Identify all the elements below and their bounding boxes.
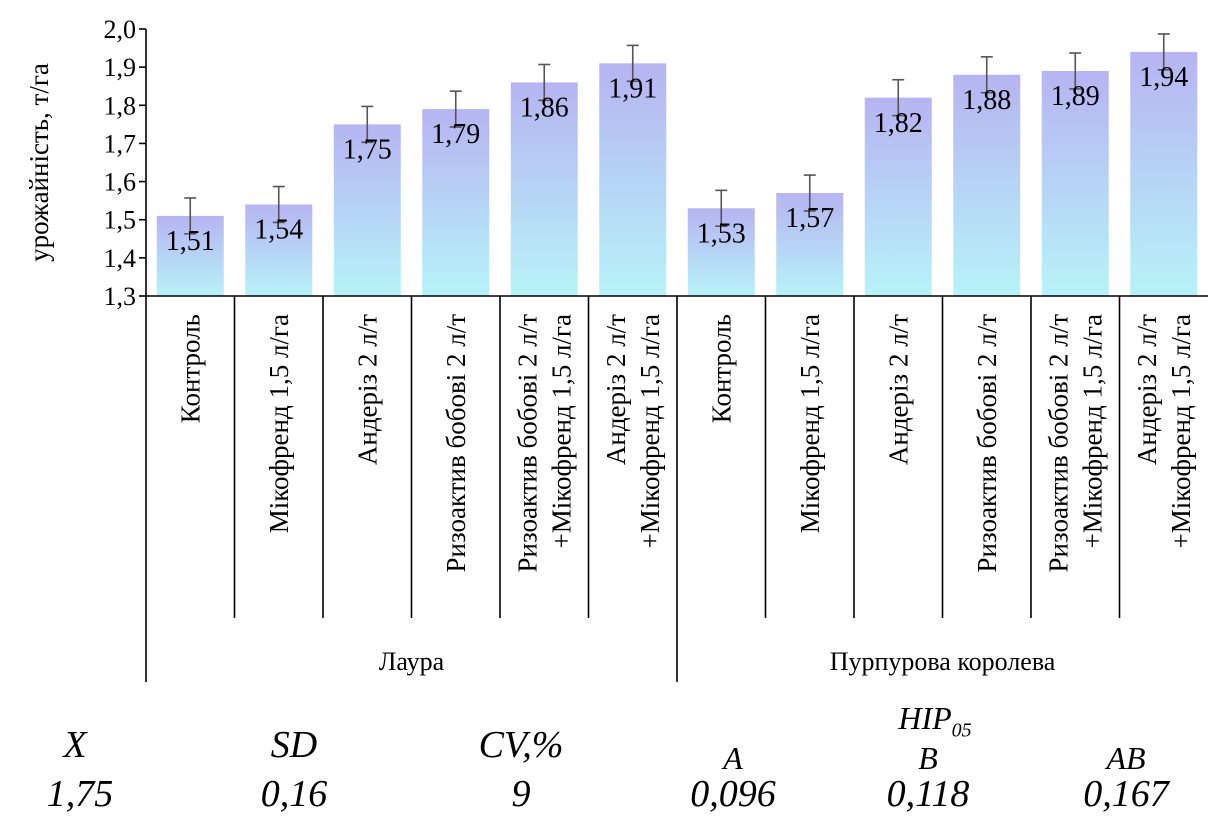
bar: [510, 82, 578, 297]
y-tick-label: 1,3: [104, 282, 137, 311]
x-tick-label: +Мікофренд 1,5 л/га: [546, 314, 576, 548]
data-label: 1,86: [520, 93, 569, 124]
x-tick-label: +Мікофренд 1,5 л/га: [1166, 314, 1196, 548]
x-tick-label: Контроль: [175, 314, 205, 423]
data-label: 1,51: [166, 226, 215, 257]
x-tick-label: Ризоактив бобові 2 л/т: [441, 314, 471, 573]
y-tick-label: 1,4: [104, 244, 137, 273]
x-tick-label: +Мікофренд 1,5 л/га: [635, 314, 665, 548]
mean-label: X: [63, 724, 87, 766]
statistics-summary: X SD CV,% HIP05 A B AB 1,75 0,16 9 0,096…: [0, 700, 1208, 820]
data-label: 1,82: [874, 108, 923, 139]
x-tick-label: Контроль: [706, 314, 736, 423]
data-label: 1,88: [962, 85, 1011, 116]
group-label: Лаура: [379, 647, 445, 676]
hip-a-value: 0,096: [690, 773, 776, 815]
hip-ab-value: 0,167: [1083, 773, 1169, 815]
x-tick-label: +Мікофренд 1,5 л/га: [1077, 314, 1107, 548]
y-tick-label: 2,0: [104, 15, 137, 44]
x-tick-label: Андеріз 2 л/т: [883, 314, 913, 465]
bar: [1130, 51, 1198, 297]
y-tick-label: 1,8: [104, 91, 137, 120]
bar: [953, 74, 1021, 297]
x-tick-label: Андеріз 2 л/т: [352, 314, 382, 465]
x-tick-label: Андеріз 2 л/т: [1132, 314, 1162, 465]
x-tick-label: Ризоактив бобові 2 л/т: [1043, 314, 1073, 573]
hip-a-label: A: [723, 740, 743, 776]
data-label: 1,57: [785, 203, 834, 234]
bar: [1041, 70, 1109, 296]
bar: [599, 63, 667, 297]
sd-label: SD: [270, 724, 318, 766]
x-tick-label: Ризоактив бобові 2 л/т: [512, 314, 542, 573]
hip-label-text: HIP: [898, 700, 952, 736]
data-label: 1,53: [697, 218, 746, 249]
x-tick-label: Мікофренд 1,5 л/га: [795, 314, 825, 533]
data-label: 1,54: [254, 215, 303, 246]
bar: [864, 97, 932, 297]
data-label: 1,89: [1051, 81, 1100, 112]
y-tick-label: 1,6: [104, 168, 137, 197]
data-label: 1,75: [343, 135, 392, 166]
x-tick-label: Мікофренд 1,5 л/га: [264, 314, 294, 533]
data-label: 1,79: [431, 119, 480, 150]
y-axis-title: урожайність, т/га: [24, 63, 54, 262]
bar-chart: 1,51 1,54 1,75 1,79 1,86 1,91 1,53 1,57 1,82 1,88…: [24, 15, 1208, 682]
y-tick-label: 1,7: [104, 129, 137, 158]
cv-value: 9: [511, 773, 531, 815]
sd-value: 0,16: [260, 773, 328, 815]
y-tick-label: 1,5: [104, 206, 137, 235]
group-label: Пурпурова королева: [830, 647, 1056, 676]
bar: [422, 109, 490, 296]
hip-label: HIP05: [898, 700, 971, 742]
bar: [333, 124, 401, 296]
data-label: 1,91: [608, 73, 657, 104]
x-tick-label: Андеріз 2 л/т: [601, 314, 631, 465]
hip-b-value: 0,118: [886, 773, 970, 815]
mean-value: 1,75: [46, 773, 114, 815]
hip-b-label: B: [918, 740, 938, 776]
cv-label: CV,%: [478, 724, 564, 766]
y-tick-label: 1,9: [104, 53, 137, 82]
hip-ab-label: AB: [1106, 740, 1146, 776]
x-tick-label: Ризоактив бобові 2 л/т: [972, 314, 1002, 573]
data-label: 1,94: [1139, 62, 1188, 93]
hip-subscript: 05: [951, 719, 972, 742]
